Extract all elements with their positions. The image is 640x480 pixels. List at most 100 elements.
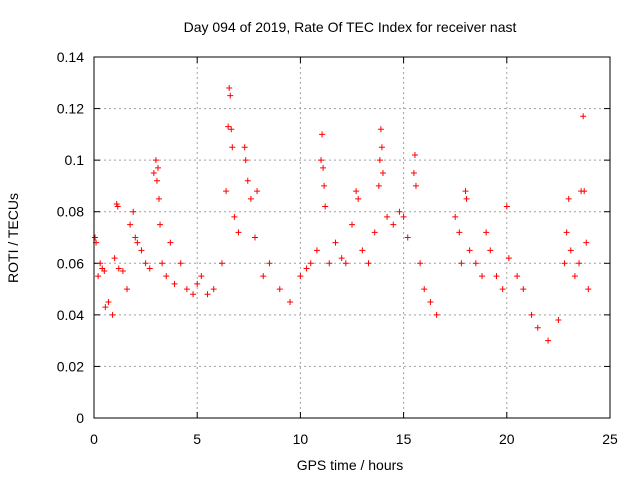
- data-point: [585, 286, 592, 293]
- y-tick-label: 0.04: [57, 307, 84, 323]
- data-point: [396, 208, 403, 215]
- data-point: [400, 213, 407, 220]
- data-point: [463, 195, 470, 202]
- data-point: [561, 260, 568, 267]
- data-point: [520, 286, 527, 293]
- data-point: [466, 247, 473, 254]
- x-axis-label: GPS time / hours: [297, 457, 404, 473]
- data-point: [421, 286, 428, 293]
- x-tick-label: 0: [90, 431, 98, 447]
- data-point: [534, 324, 541, 331]
- data-point: [321, 182, 328, 189]
- data-point: [487, 247, 494, 254]
- data-point: [505, 255, 512, 262]
- data-point: [247, 195, 254, 202]
- data-point: [371, 229, 378, 236]
- data-point: [493, 273, 500, 280]
- data-point: [105, 298, 112, 305]
- data-point: [235, 229, 242, 236]
- data-point: [127, 221, 134, 228]
- data-point: [326, 260, 333, 267]
- data-point: [228, 126, 235, 133]
- data-point: [313, 247, 320, 254]
- data-point: [124, 286, 131, 293]
- data-point: [338, 255, 345, 262]
- data-point: [456, 229, 463, 236]
- data-point: [319, 131, 326, 138]
- data-point: [260, 273, 267, 280]
- grid-lines: [94, 57, 610, 418]
- data-point: [580, 113, 587, 120]
- data-point: [167, 239, 174, 246]
- data-point: [576, 260, 583, 267]
- data-point: [503, 203, 510, 210]
- data-point: [204, 291, 211, 298]
- y-tick-label: 0.12: [57, 101, 84, 117]
- data-point: [218, 260, 225, 267]
- data-point: [412, 182, 419, 189]
- data-point: [479, 273, 486, 280]
- data-point: [134, 239, 141, 246]
- data-point: [472, 260, 479, 267]
- data-point: [242, 157, 249, 164]
- data-point: [376, 157, 383, 164]
- axis-ticks: 0 5 10 15 20 25 0 0.02 0.04 0.06 0.08 0.1 0.12 0.14: [57, 49, 618, 447]
- data-point: [225, 123, 232, 130]
- data-point: [156, 195, 163, 202]
- data-point: [154, 164, 161, 171]
- data-point: [353, 188, 360, 195]
- data-point: [223, 188, 230, 195]
- data-points: [92, 84, 592, 344]
- data-point: [229, 144, 236, 151]
- data-point: [410, 170, 417, 177]
- data-point: [227, 92, 234, 99]
- data-point: [303, 265, 310, 272]
- data-point: [142, 260, 149, 267]
- y-tick-label: 0.14: [57, 49, 84, 65]
- data-point: [417, 260, 424, 267]
- y-axis-label: ROTI / TECUs: [5, 193, 21, 283]
- data-point: [320, 164, 327, 171]
- y-tick-label: 0: [76, 410, 84, 426]
- data-point: [153, 177, 160, 184]
- data-point: [365, 260, 372, 267]
- data-point: [390, 221, 397, 228]
- data-point: [190, 291, 197, 298]
- data-point: [318, 157, 325, 164]
- y-tick-label: 0.02: [57, 358, 84, 374]
- data-point: [355, 195, 362, 202]
- data-point: [102, 304, 109, 311]
- data-point: [157, 221, 164, 228]
- data-point: [571, 273, 578, 280]
- data-point: [111, 255, 118, 262]
- data-point: [254, 188, 261, 195]
- data-point: [194, 280, 201, 287]
- data-point: [332, 239, 339, 246]
- data-point: [198, 273, 205, 280]
- chart-title: Day 094 of 2019, Rate Of TEC Index for r…: [184, 19, 517, 35]
- data-point: [375, 182, 382, 189]
- data-point: [109, 311, 116, 318]
- data-point: [130, 208, 137, 215]
- data-point: [231, 213, 238, 220]
- y-tick-label: 0.06: [57, 255, 84, 271]
- data-point: [567, 247, 574, 254]
- data-point: [171, 280, 178, 287]
- data-point: [92, 234, 99, 241]
- data-point: [251, 234, 258, 241]
- data-point: [359, 247, 366, 254]
- data-point: [132, 234, 139, 241]
- x-tick-label: 25: [602, 431, 618, 447]
- data-point: [555, 317, 562, 324]
- x-tick-label: 15: [396, 431, 412, 447]
- data-point: [528, 311, 535, 318]
- data-point: [411, 151, 418, 158]
- data-point: [163, 273, 170, 280]
- x-tick-label: 10: [293, 431, 309, 447]
- data-point: [565, 195, 572, 202]
- data-point: [152, 157, 159, 164]
- data-point: [452, 213, 459, 220]
- data-point: [241, 144, 248, 151]
- x-tick-label: 20: [499, 431, 515, 447]
